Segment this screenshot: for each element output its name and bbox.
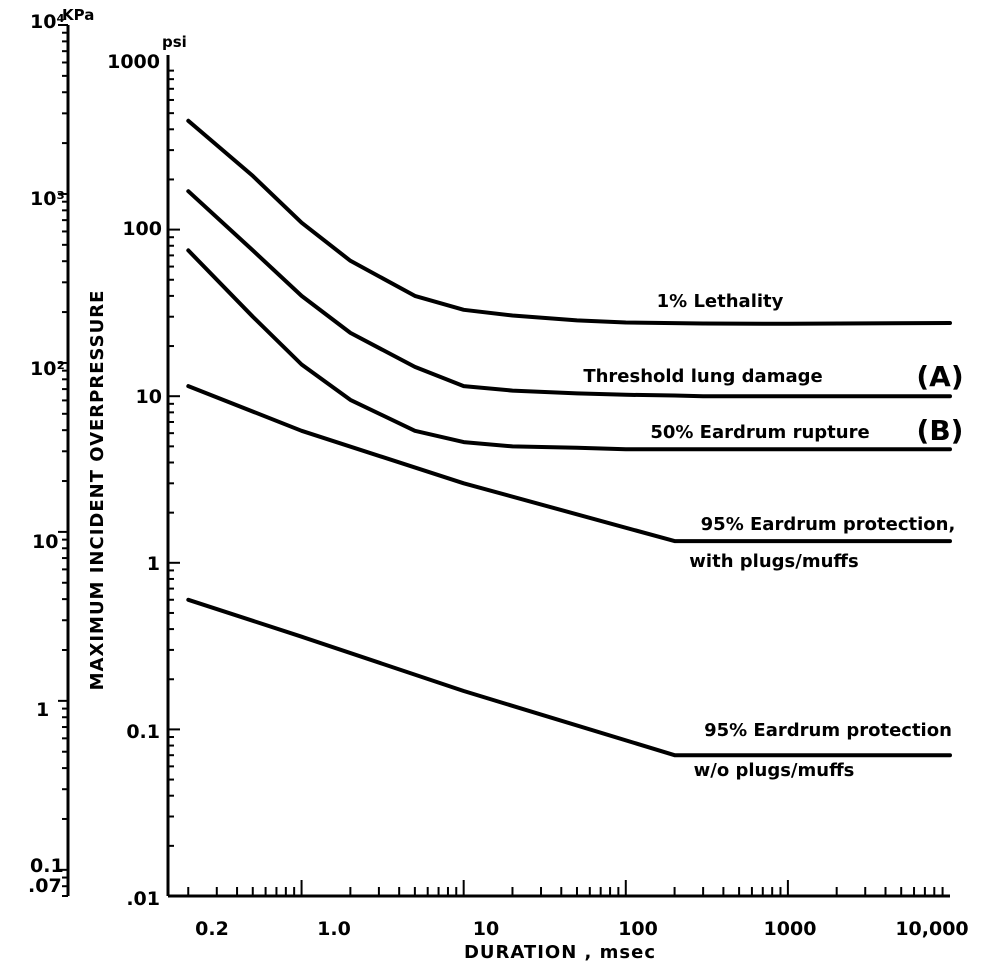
kpa-axis: KPa 10⁴ 10³ 10² 10 1 0.1 .07 bbox=[28, 6, 94, 897]
lung-damage-letter: (A) bbox=[916, 360, 963, 393]
psi-unit-label: psi bbox=[162, 33, 187, 51]
series-line bbox=[186, 118, 952, 326]
psi-tick-label: 10 bbox=[136, 386, 162, 408]
x-axis: 0.2 1.0 10 100 1000 10,000 DURATION , ms… bbox=[168, 894, 969, 963]
x-tick-label: 0.2 bbox=[195, 918, 229, 940]
x-tick-label: 10,000 bbox=[895, 918, 968, 940]
no-plugs-label-line2: w/o plugs/muffs bbox=[694, 760, 855, 781]
psi-tick-label: 0.1 bbox=[126, 721, 160, 743]
kpa-tick-label: 10² bbox=[30, 358, 65, 380]
psi-tick-label: 100 bbox=[122, 218, 162, 240]
kpa-tick-label: 10³ bbox=[30, 188, 65, 210]
psi-tick-label: 1 bbox=[147, 553, 160, 575]
x-tick-label: 100 bbox=[618, 918, 658, 940]
tick-marks bbox=[58, 24, 944, 897]
x-tick-label: 1000 bbox=[764, 918, 817, 940]
kpa-tick-label: .07 bbox=[28, 875, 62, 897]
kpa-tick-label: 10 bbox=[32, 531, 58, 553]
kpa-unit-label: KPa bbox=[62, 6, 94, 24]
psi-tick-label: 1000 bbox=[107, 51, 160, 73]
eardrum-rupture-letter: (B) bbox=[917, 414, 964, 447]
x-tick-label: 1.0 bbox=[317, 918, 351, 940]
annotations: 1% Lethality Threshold lung damage (A) 5… bbox=[583, 291, 963, 781]
psi-axis: psi 1000 100 10 1 0.1 .01 bbox=[107, 33, 187, 910]
kpa-tick-label: 0.1 bbox=[30, 855, 64, 877]
plugs-label-line2: with plugs/muffs bbox=[689, 551, 858, 572]
curves bbox=[186, 118, 952, 758]
series-line bbox=[186, 597, 952, 758]
lung-damage-label: Threshold lung damage bbox=[583, 366, 822, 387]
series-line bbox=[186, 248, 952, 452]
x-axis-title: DURATION , msec bbox=[464, 942, 656, 963]
psi-tick-label: .01 bbox=[126, 888, 160, 910]
eardrum-rupture-label: 50% Eardrum rupture bbox=[650, 422, 869, 443]
kpa-tick-label: 1 bbox=[36, 699, 49, 721]
plugs-label-line1: 95% Eardrum protection, bbox=[701, 514, 956, 535]
series-line bbox=[186, 189, 952, 399]
no-plugs-label-line1: 95% Eardrum protection bbox=[704, 720, 952, 741]
x-tick-label: 10 bbox=[473, 918, 499, 940]
y-axis-title: MAXIMUM INCIDENT OVERPRESSURE bbox=[87, 290, 108, 691]
kpa-tick-label: 10⁴ bbox=[30, 11, 65, 33]
lethality-label: 1% Lethality bbox=[657, 291, 784, 312]
series-line bbox=[186, 384, 952, 544]
